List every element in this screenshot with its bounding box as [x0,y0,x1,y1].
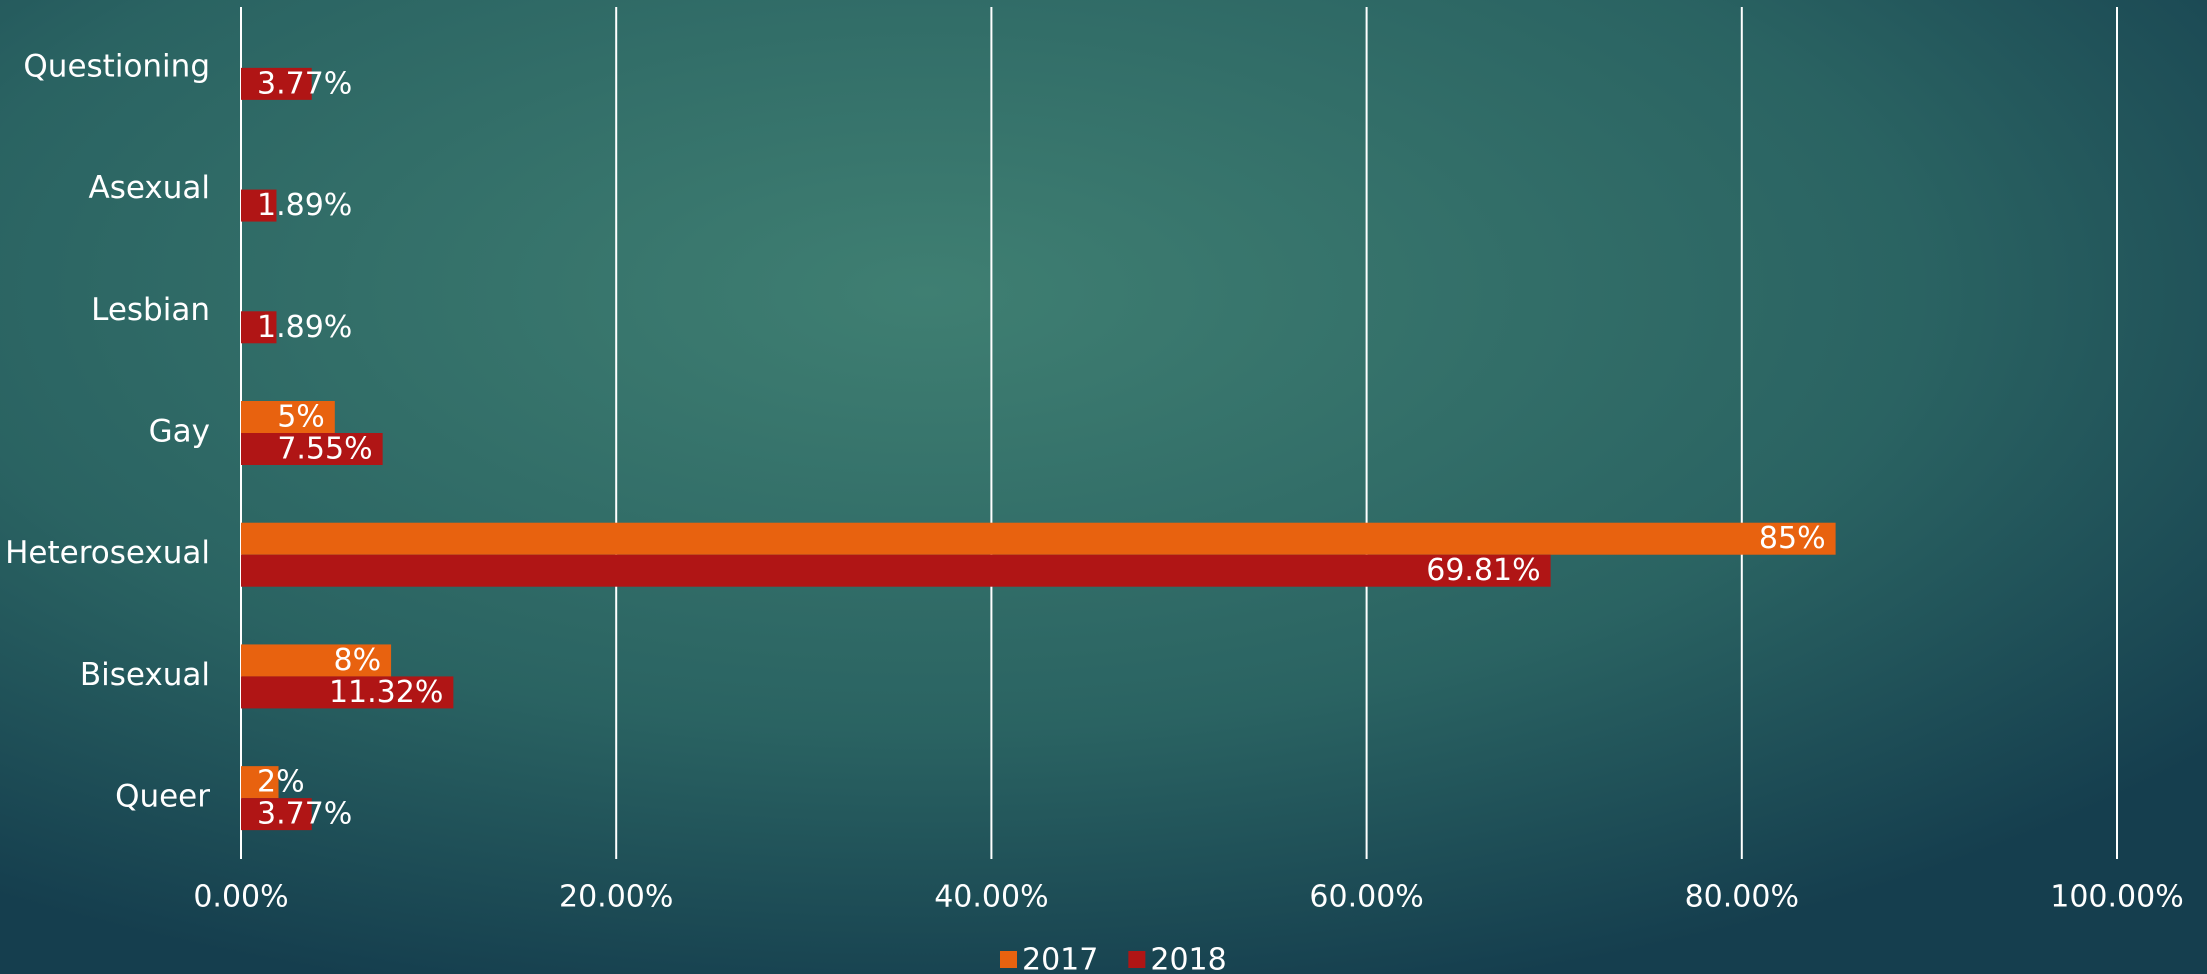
x-tick-label: 40.00% [934,880,1048,915]
data-label: 69.81% [1426,553,1540,588]
x-tick-label: 80.00% [1685,880,1799,915]
bar [241,401,335,433]
bar [241,67,312,100]
data-label: 85% [1759,521,1826,556]
y-tick-label: Gay [149,414,210,450]
bar [241,311,277,344]
data-label: 11.32% [329,675,443,710]
x-tick-label: 20.00% [559,880,673,915]
data-label: 1.89% [257,188,352,223]
legend-label: 2017 [1022,943,1098,974]
y-tick-label: Asexual [89,170,211,206]
bar [241,522,1836,555]
x-tick-label: 100.00% [2050,880,2183,915]
bar [241,189,277,222]
data-label: 5% [277,400,325,435]
bar [241,554,1551,587]
y-tick-label: Heterosexual [5,535,210,571]
legend-swatch [1000,951,1017,968]
x-tick-label: 0.00% [193,880,288,915]
data-label: 1.89% [257,310,352,345]
bar [241,798,312,831]
data-label: 3.77% [257,797,352,832]
y-tick-label: Bisexual [80,657,210,693]
y-tick-label: Queer [115,779,210,815]
legend-swatch [1128,951,1146,968]
data-label: 7.55% [277,432,372,467]
bar [241,676,454,709]
bar [241,766,279,799]
y-tick-label: Lesbian [91,292,210,328]
bar [241,644,392,677]
data-label: 8% [333,643,381,678]
data-label: 2% [257,765,305,800]
x-tick-label: 60.00% [1309,880,1423,915]
data-label: 3.77% [257,66,352,101]
bar [241,433,383,465]
y-tick-label: Questioning [23,48,210,84]
legend-label: 2018 [1150,943,1226,974]
